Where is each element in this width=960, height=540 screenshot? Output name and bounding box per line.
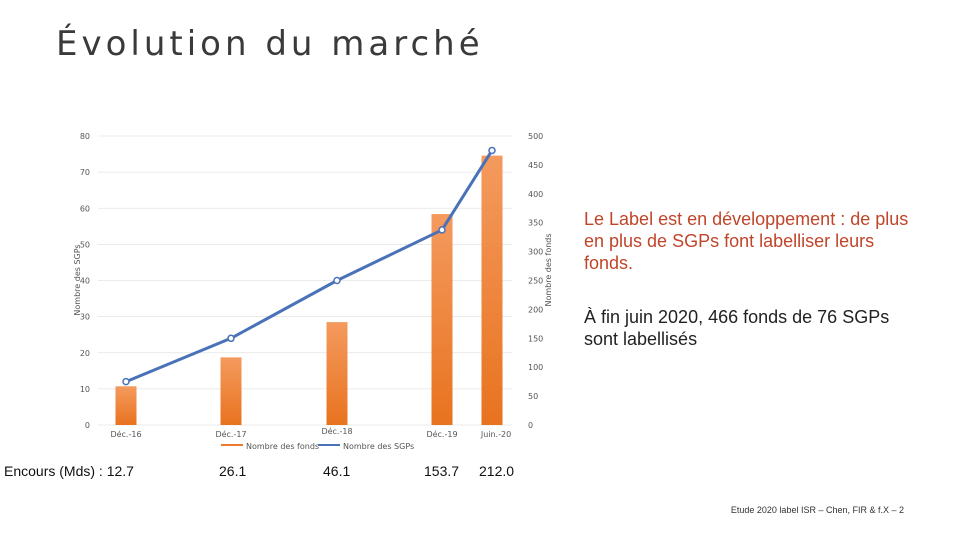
- legend: Nombre des fonds Nombre des SGPs: [221, 442, 414, 451]
- y-right-tick-label: 150: [528, 334, 543, 343]
- slide-title: Évolution du marché: [56, 24, 484, 64]
- point-sgps: [227, 334, 235, 343]
- y-right-tick-label: 50: [528, 392, 538, 401]
- bars-fonds: [115, 155, 503, 426]
- y-left-tick-label: 50: [80, 240, 90, 249]
- y-left-tick-label: 30: [80, 313, 90, 322]
- y-left-tick-label: 0: [85, 421, 90, 430]
- text-label-development: Le Label est en développement : de plus …: [584, 209, 909, 273]
- grid-lines: [98, 135, 512, 426]
- legend-swatch-fonds: [221, 444, 243, 446]
- text-june-2020-stats: À fin juin 2020, 466 fonds de 76 SGPs so…: [584, 307, 890, 349]
- point-sgps: [333, 276, 341, 285]
- y-right-tick-label: 0: [528, 421, 533, 430]
- encours-label: Encours (Mds) :: [4, 463, 107, 479]
- legend-label-sgps: Nombre des SGPs: [343, 442, 414, 451]
- y-right-title: Nombre des fonds: [544, 233, 553, 306]
- encours-value-1: 26.1: [219, 463, 247, 479]
- y-right-tick-label: 200: [528, 305, 543, 314]
- legend-label-fonds: Nombre des fonds: [246, 442, 319, 451]
- axis-ticks: 0 10 20 30 40 50 60 70 80 0 50 100 150 200 250 300 350 40…: [80, 132, 543, 439]
- bar-fonds: [326, 322, 348, 425]
- footer-source: Etude 2020 label ISR – Chen, FIR & f.X –…: [730, 505, 904, 515]
- y-left-title: Nombre des SGPs: [73, 244, 82, 315]
- encours-value-2: 46.1: [323, 463, 351, 479]
- y-left-tick-label: 70: [80, 168, 90, 177]
- bar-fonds: [431, 214, 453, 425]
- bar-fonds: [481, 155, 503, 426]
- encours-value-3: 153.7: [424, 463, 460, 479]
- y-right-tick-label: 250: [528, 277, 543, 286]
- bar-fonds: [220, 357, 242, 425]
- bar-fonds: [115, 386, 137, 425]
- y-right-tick-label: 100: [528, 363, 543, 372]
- point-sgps: [438, 226, 446, 234]
- y-left-tick-label: 40: [80, 277, 90, 286]
- x-tick-label: Déc.-16: [110, 429, 141, 439]
- y-right-tick-label: 400: [528, 190, 543, 199]
- y-right-tick-label: 500: [528, 132, 543, 141]
- x-tick-label: Déc.-19: [426, 429, 457, 439]
- point-sgps: [488, 146, 496, 155]
- line-sgps: [122, 146, 496, 386]
- y-left-tick-label: 60: [80, 204, 90, 213]
- x-tick-label: Juin.-20: [480, 430, 511, 439]
- y-left-tick-label: 20: [80, 349, 90, 358]
- encours-value-0: 12.7: [106, 463, 134, 479]
- encours-value-4: 212.0: [479, 463, 515, 479]
- point-sgps: [122, 377, 130, 386]
- x-tick-label: Déc.-18: [321, 426, 352, 436]
- y-left-tick-label: 10: [80, 385, 90, 394]
- encours-row: Encours (Mds) : 12.7: [4, 463, 134, 479]
- x-tick-label: Déc.-17: [215, 429, 246, 439]
- y-right-tick-label: 300: [528, 248, 543, 257]
- y-left-tick-label: 80: [80, 132, 90, 141]
- y-right-tick-label: 450: [528, 161, 543, 170]
- y-right-tick-label: 350: [528, 219, 543, 228]
